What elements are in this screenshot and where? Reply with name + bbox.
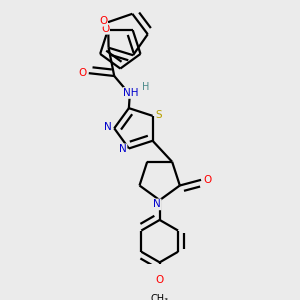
Text: O: O xyxy=(101,24,109,34)
Text: O: O xyxy=(155,275,164,285)
Text: N: N xyxy=(119,144,127,154)
Text: CH₃: CH₃ xyxy=(151,293,169,300)
Text: N: N xyxy=(153,200,161,209)
Text: H: H xyxy=(142,82,150,92)
Text: NH: NH xyxy=(123,88,139,98)
Text: N: N xyxy=(104,122,112,132)
Text: O: O xyxy=(99,16,107,26)
Text: S: S xyxy=(155,110,162,120)
Text: O: O xyxy=(203,175,212,185)
Text: O: O xyxy=(78,68,87,78)
